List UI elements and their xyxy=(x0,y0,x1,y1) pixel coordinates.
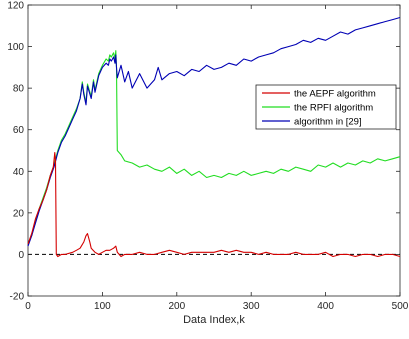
y-tick-label: 60 xyxy=(13,125,25,136)
y-tick-label: 80 xyxy=(13,84,25,95)
y-tick-label: 100 xyxy=(7,42,24,53)
x-tick-label: 300 xyxy=(243,301,260,312)
x-tick-label: 0 xyxy=(25,301,31,312)
legend-label: algorithm in [29] xyxy=(294,117,362,128)
series-line-0 xyxy=(27,152,401,258)
plot-frame xyxy=(27,4,401,297)
y-tick-label: 20 xyxy=(13,208,25,219)
x-tick-label: 200 xyxy=(168,301,185,312)
y-tick-label: -20 xyxy=(10,292,25,303)
series-line-2 xyxy=(27,16,401,247)
series-group xyxy=(27,16,401,258)
series-line-1 xyxy=(27,50,401,245)
plot-area xyxy=(27,4,401,297)
legend: the AEPF algorithm the RPFI algorithm algo… xyxy=(255,84,397,130)
x-tick-label: 100 xyxy=(94,301,111,312)
label-group: Data Index,k xyxy=(183,314,245,326)
x-tick-label: 400 xyxy=(317,301,334,312)
y-tick-label: 40 xyxy=(13,167,25,178)
y-tick-label: 120 xyxy=(7,1,24,12)
y-tick-label: 0 xyxy=(18,250,24,261)
x-axis-label: Data Index,k xyxy=(183,314,245,326)
x-tick-label: 500 xyxy=(392,301,409,312)
legend-label: the AEPF algorithm xyxy=(294,89,376,100)
legend-label: the RPFI algorithm xyxy=(294,103,373,114)
